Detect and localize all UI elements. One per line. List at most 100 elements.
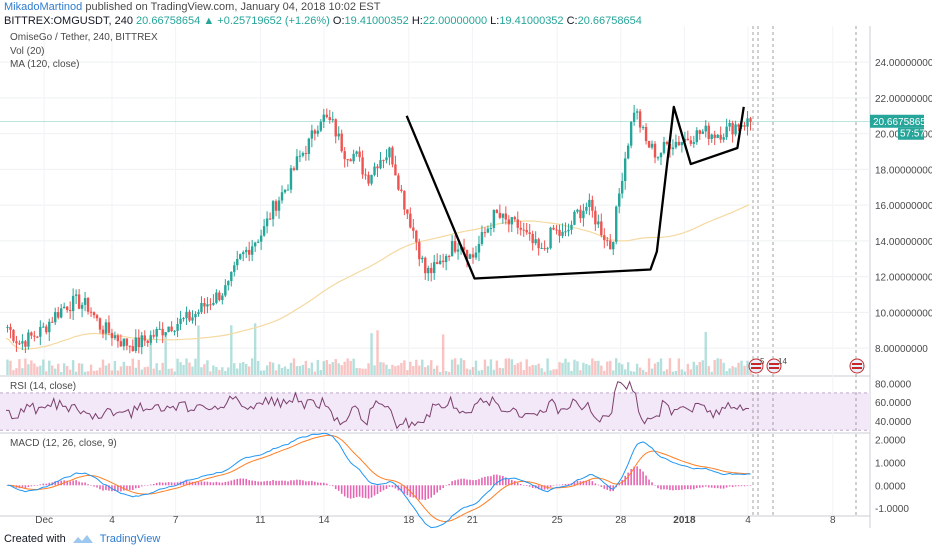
time-tick-label: 4: [745, 515, 751, 526]
price-tick-label: 14.00000000: [875, 237, 932, 248]
rsi-legend[interactable]: RSI (14, close): [10, 381, 77, 392]
trendline-drawing: [405, 105, 745, 280]
candle-body: [716, 134, 719, 138]
candle-body: [191, 317, 194, 321]
volume-legend[interactable]: Vol (20): [10, 46, 45, 57]
macd-histogram-bar: [510, 479, 513, 486]
macd-histogram-bar: [737, 485, 740, 487]
volume-bar: [48, 360, 51, 375]
candle-body: [549, 227, 552, 249]
volume-bar: [438, 371, 442, 375]
macd-histogram-bar: [200, 481, 203, 486]
macd-tick-label: -1.0000: [875, 504, 909, 515]
volume-bar: [18, 359, 21, 375]
macd-histogram-bar: [418, 485, 421, 500]
candle-body: [89, 311, 93, 313]
created-with-label: Created with: [4, 533, 66, 545]
volume-bar: [95, 370, 99, 375]
candle-body: [641, 127, 645, 129]
volume-bar: [531, 364, 534, 375]
macd-histogram-bar: [281, 480, 283, 486]
macd-histogram-bar: [645, 475, 647, 486]
volume-bar: [486, 366, 490, 375]
candle-body: [746, 118, 749, 127]
us-flag-icon: [766, 358, 782, 374]
macd-histogram-bar: [385, 485, 388, 489]
macd-histogram-bar: [657, 485, 659, 489]
macd-legend[interactable]: MACD (12, 26, close, 9): [10, 438, 117, 449]
macd-histogram-bar: [430, 485, 433, 498]
candle-body: [659, 152, 663, 158]
event-markers: 5 14: [748, 26, 865, 515]
candle-body: [450, 241, 454, 257]
price-tick-label: 22.00000000: [875, 94, 932, 105]
macd-histogram-bar: [355, 485, 358, 498]
macd-histogram-bar: [278, 480, 280, 486]
candle-body: [421, 257, 424, 260]
tradingview-link[interactable]: TradingView: [99, 533, 161, 545]
volume-bar: [716, 358, 719, 375]
ohlc-header: BITTREX:OMGUSDT, 240 20.66758654 ▲ +0.25…: [4, 15, 642, 27]
macd-histogram-bar: [633, 466, 635, 486]
volume-bar: [313, 371, 317, 375]
volume-bar: [9, 360, 12, 375]
main-legend[interactable]: OmiseGo / Tether, 240, BITTREX: [10, 32, 158, 43]
volume-bar: [367, 363, 370, 375]
candle-body: [146, 340, 149, 343]
macd-histogram-bar: [600, 485, 603, 487]
price-tick-label: 8.00000000: [875, 344, 928, 355]
volume-bar: [647, 358, 651, 375]
candle-body: [313, 130, 317, 134]
author-link[interactable]: MikadoMartinod: [4, 1, 83, 13]
us-flag-icon: [748, 358, 764, 374]
candle-body: [531, 233, 534, 244]
volume-bar: [450, 359, 454, 375]
volume-bar: [277, 364, 281, 375]
volume-bar: [271, 362, 275, 375]
volume-bar: [230, 325, 233, 375]
volume-bar: [292, 358, 296, 375]
volume-bar: [224, 371, 227, 375]
macd-histogram-bar: [299, 479, 301, 486]
macd-histogram-bar: [555, 484, 558, 486]
candle-body: [612, 241, 615, 250]
macd-histogram-bar: [367, 485, 370, 499]
rsi-pane: 80.0000 60.0000 40.0000: [0, 380, 912, 431]
macd-histogram-bar: [233, 479, 236, 486]
candle-body: [170, 326, 173, 332]
volume-bar: [564, 358, 567, 375]
macd-histogram-bar: [451, 481, 453, 486]
candle-body: [104, 322, 108, 334]
volume-bar: [588, 365, 591, 375]
macd-histogram-bar: [269, 481, 271, 486]
macd-histogram-bar: [57, 481, 60, 486]
time-tick-label: 8: [830, 515, 836, 526]
macd-histogram-bar: [496, 474, 498, 486]
candle-body: [713, 134, 716, 138]
candle-body: [256, 241, 260, 243]
volume-bar: [304, 360, 308, 375]
candle-body: [30, 332, 33, 336]
candle-body: [265, 218, 269, 227]
volume-bar: [582, 362, 585, 375]
volume-bar: [734, 367, 737, 375]
volume-bar: [236, 368, 239, 375]
macd-histogram-bar: [137, 485, 140, 488]
rsi-tick-label: 60.0000: [875, 398, 912, 409]
macd-histogram-bar: [296, 479, 298, 486]
macd-histogram-bar: [364, 485, 367, 499]
ma-legend[interactable]: MA (120, close): [10, 59, 80, 70]
macd-histogram-bar: [105, 485, 107, 491]
volume-bar: [501, 368, 505, 375]
volume-bar: [340, 365, 343, 375]
macd-histogram-bar: [424, 485, 427, 501]
macd-histogram-bar: [693, 485, 695, 490]
volume-bar: [122, 361, 126, 375]
volume-bar: [537, 363, 540, 375]
candle-body: [113, 335, 117, 339]
candle-body: [734, 124, 737, 135]
macd-histogram-bar: [224, 481, 227, 486]
volume-bar: [316, 359, 320, 375]
candle-body: [239, 254, 242, 259]
